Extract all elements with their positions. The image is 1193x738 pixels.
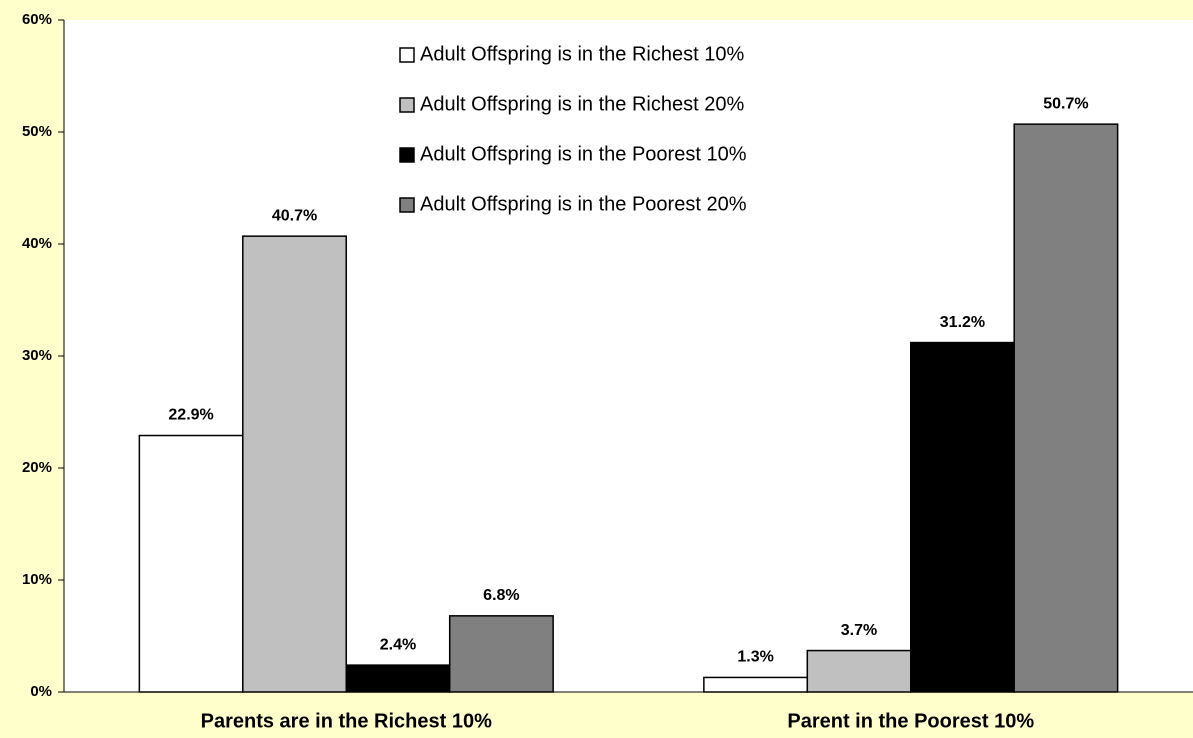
y-tick-label: 20% [22, 459, 52, 476]
value-label: 6.8% [483, 587, 519, 604]
bar [138, 434, 244, 693]
value-label: 40.7% [272, 207, 317, 224]
y-tick-label: 10% [22, 571, 52, 588]
bar [910, 341, 1015, 693]
bar [448, 615, 554, 693]
legend-label: Adult Offspring is in the Richest 20% [420, 93, 744, 115]
bar [1013, 123, 1119, 693]
y-tick-label: 0% [30, 683, 52, 700]
legend-swatch [399, 197, 415, 213]
value-label: 2.4% [380, 636, 416, 653]
legend-label: Adult Offspring is in the Poorest 10% [420, 143, 747, 165]
y-tick-label: 60% [22, 11, 52, 28]
y-tick-label: 40% [22, 235, 52, 252]
bar [703, 676, 809, 693]
legend-swatch [399, 97, 415, 113]
bar [345, 664, 451, 693]
value-label: 50.7% [1043, 95, 1088, 112]
legend-label: Adult Offspring is in the Poorest 20% [420, 193, 747, 215]
legend-swatch [399, 47, 415, 63]
x-tick-label: Parent in the Poorest 10% [787, 710, 1034, 732]
y-tick-label: 50% [22, 123, 52, 140]
value-label: 3.7% [841, 622, 877, 639]
y-tick-label: 30% [22, 347, 52, 364]
value-label: 1.3% [737, 649, 773, 666]
bar [806, 649, 912, 693]
bar [242, 235, 347, 693]
legend-label: Adult Offspring is in the Richest 10% [420, 43, 744, 65]
value-label: 22.9% [168, 407, 213, 424]
legend-swatch [399, 147, 415, 163]
value-label: 31.2% [940, 314, 985, 331]
x-tick-label: Parents are in the Richest 10% [201, 710, 492, 732]
